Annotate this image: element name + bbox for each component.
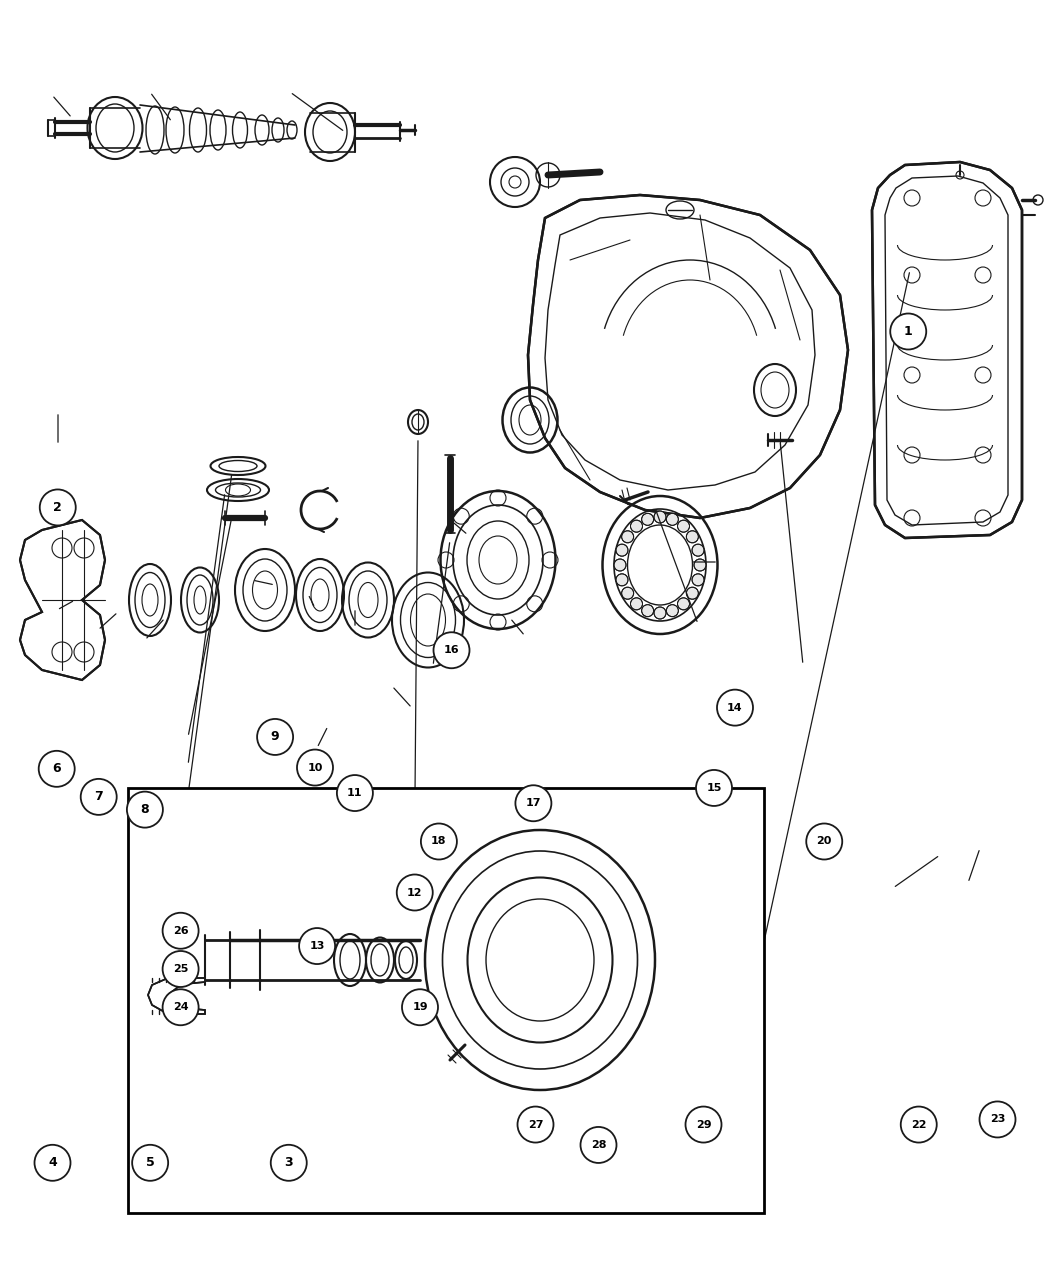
Circle shape <box>806 824 842 859</box>
Circle shape <box>677 598 690 609</box>
Circle shape <box>163 951 198 987</box>
Text: 2: 2 <box>54 501 62 514</box>
Circle shape <box>622 588 633 599</box>
Text: 17: 17 <box>526 798 541 808</box>
Text: 8: 8 <box>141 803 149 816</box>
Text: 5: 5 <box>146 1156 154 1169</box>
Circle shape <box>337 775 373 811</box>
Circle shape <box>421 824 457 859</box>
Text: 28: 28 <box>591 1140 606 1150</box>
Circle shape <box>717 690 753 725</box>
Circle shape <box>397 875 433 910</box>
Circle shape <box>901 1107 937 1142</box>
Circle shape <box>81 779 117 815</box>
Circle shape <box>677 520 690 532</box>
Circle shape <box>642 604 654 617</box>
Circle shape <box>127 792 163 827</box>
Circle shape <box>40 490 76 525</box>
Circle shape <box>694 558 706 571</box>
Circle shape <box>434 632 469 668</box>
Circle shape <box>622 530 633 543</box>
Text: 18: 18 <box>432 836 446 847</box>
Circle shape <box>980 1102 1015 1137</box>
Text: 10: 10 <box>308 762 322 773</box>
Circle shape <box>132 1145 168 1181</box>
Circle shape <box>630 598 643 609</box>
Circle shape <box>692 574 705 585</box>
Text: 13: 13 <box>310 941 324 951</box>
Text: 14: 14 <box>728 703 742 713</box>
Text: 4: 4 <box>48 1156 57 1169</box>
Text: 16: 16 <box>444 645 459 655</box>
Text: 20: 20 <box>817 836 832 847</box>
Bar <box>128 788 764 1213</box>
Circle shape <box>616 574 628 585</box>
Circle shape <box>630 520 643 532</box>
Circle shape <box>163 913 198 949</box>
Circle shape <box>299 928 335 964</box>
Polygon shape <box>872 162 1022 538</box>
Circle shape <box>667 604 678 617</box>
Text: 23: 23 <box>990 1114 1005 1125</box>
Circle shape <box>686 1107 721 1142</box>
Text: 29: 29 <box>696 1119 711 1130</box>
Circle shape <box>581 1127 616 1163</box>
Circle shape <box>654 607 666 618</box>
Circle shape <box>687 530 698 543</box>
Text: 12: 12 <box>407 887 422 898</box>
Text: 19: 19 <box>413 1002 427 1012</box>
Circle shape <box>642 514 654 525</box>
Text: 3: 3 <box>285 1156 293 1169</box>
Circle shape <box>163 989 198 1025</box>
Circle shape <box>890 314 926 349</box>
Text: 6: 6 <box>52 762 61 775</box>
Circle shape <box>518 1107 553 1142</box>
Circle shape <box>692 544 705 556</box>
Text: 11: 11 <box>348 788 362 798</box>
Circle shape <box>696 770 732 806</box>
Text: 24: 24 <box>173 1002 188 1012</box>
Text: 15: 15 <box>707 783 721 793</box>
Circle shape <box>402 989 438 1025</box>
Text: 22: 22 <box>911 1119 926 1130</box>
Circle shape <box>297 750 333 785</box>
Circle shape <box>614 558 626 571</box>
Text: 1: 1 <box>904 325 912 338</box>
Text: 7: 7 <box>94 790 103 803</box>
Circle shape <box>39 751 75 787</box>
Text: 25: 25 <box>173 964 188 974</box>
Text: 9: 9 <box>271 731 279 743</box>
Circle shape <box>654 511 666 523</box>
Polygon shape <box>20 520 105 680</box>
Text: 26: 26 <box>173 926 188 936</box>
Circle shape <box>667 514 678 525</box>
Circle shape <box>687 588 698 599</box>
Text: 27: 27 <box>528 1119 543 1130</box>
Circle shape <box>35 1145 70 1181</box>
Circle shape <box>616 544 628 556</box>
Polygon shape <box>528 195 848 518</box>
Circle shape <box>271 1145 307 1181</box>
Polygon shape <box>148 978 205 1014</box>
Circle shape <box>257 719 293 755</box>
Circle shape <box>516 785 551 821</box>
